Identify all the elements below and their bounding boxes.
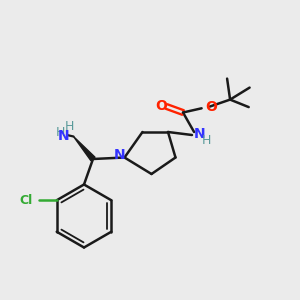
Text: O: O xyxy=(155,99,167,113)
Text: N: N xyxy=(113,148,125,162)
Text: N: N xyxy=(194,128,205,141)
Text: N: N xyxy=(58,129,70,143)
Text: Cl: Cl xyxy=(20,194,33,207)
Text: H: H xyxy=(202,134,211,147)
Text: O: O xyxy=(205,100,217,114)
Text: H: H xyxy=(55,125,65,139)
Polygon shape xyxy=(74,136,95,161)
Text: H: H xyxy=(65,119,74,133)
